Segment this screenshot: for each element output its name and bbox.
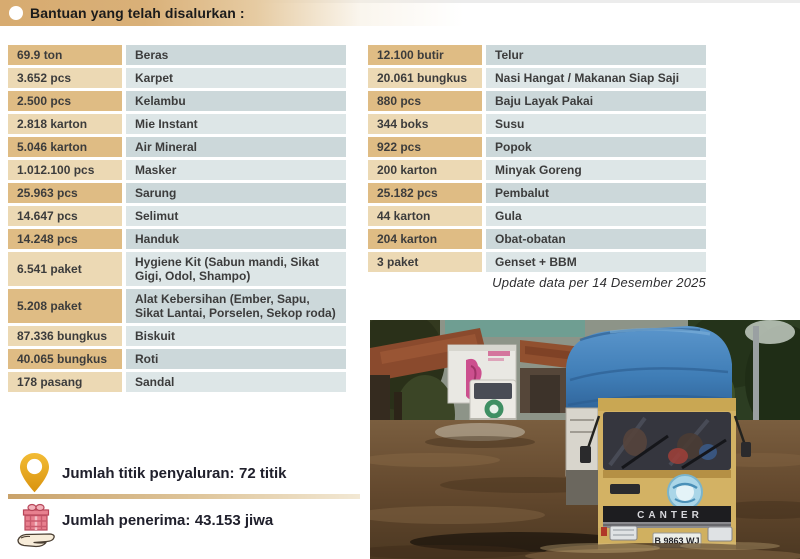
table-row: 5.046 karton Air Mineral	[8, 137, 346, 157]
table-row: 20.061 bungkus Nasi Hangat / Makanan Siap…	[368, 68, 706, 88]
item-cell: Gula	[486, 206, 706, 226]
quantity-cell: 20.061 bungkus	[368, 68, 482, 88]
quantity-cell: 2.500 pcs	[8, 91, 122, 111]
table-row: 200 karton Minyak Goreng	[368, 160, 706, 180]
distribution-points-value: 72 titik	[239, 465, 287, 482]
gradient-divider	[8, 494, 360, 499]
table-row: 2.818 karton Mie Instant	[8, 114, 346, 134]
table-row: 880 pcs Baju Layak Pakai	[368, 91, 706, 111]
table-row: 14.248 pcs Handuk	[8, 229, 346, 249]
recipients-summary: Jumlah penerima: 43.153 jiwa	[62, 512, 273, 530]
item-cell: Popok	[486, 137, 706, 157]
quantity-cell: 25.182 pcs	[368, 183, 482, 203]
table-row: 25.963 pcs Sarung	[8, 183, 346, 203]
quantity-cell: 44 karton	[368, 206, 482, 226]
table-row: 922 pcs Popok	[368, 137, 706, 157]
quantity-cell: 5.208 paket	[8, 289, 122, 323]
item-cell: Baju Layak Pakai	[486, 91, 706, 111]
item-cell: Telur	[486, 45, 706, 65]
item-cell: Roti	[126, 349, 346, 369]
distribution-points-summary: Jumlah titik penyaluran: 72 titik	[62, 465, 287, 483]
quantity-cell: 3 paket	[368, 252, 482, 272]
quantity-cell: 12.100 butir	[368, 45, 482, 65]
item-cell: Hygiene Kit (Sabun mandi, Sikat Gigi, Od…	[126, 252, 346, 286]
bullet-circle-icon	[9, 6, 23, 20]
table-row: 204 karton Obat-obatan	[368, 229, 706, 249]
table-row: 2.500 pcs Kelambu	[8, 91, 346, 111]
table-row: 40.065 bungkus Roti	[8, 349, 346, 369]
item-cell: Pembalut	[486, 183, 706, 203]
quantity-cell: 87.336 bungkus	[8, 326, 122, 346]
update-date-note: Update data per 14 Desember 2025	[492, 275, 706, 290]
quantity-cell: 14.647 pcs	[8, 206, 122, 226]
map-pin-icon	[19, 452, 50, 499]
quantity-cell: 14.248 pcs	[8, 229, 122, 249]
table-row: 6.541 paket Hygiene Kit (Sabun mandi, Sik…	[8, 252, 346, 286]
table-row: 44 karton Gula	[368, 206, 706, 226]
quantity-cell: 880 pcs	[368, 91, 482, 111]
table-row: 25.182 pcs Pembalut	[368, 183, 706, 203]
item-cell: Genset + BBM	[486, 252, 706, 272]
white-box-truck	[447, 344, 517, 423]
item-cell: Sarung	[126, 183, 346, 203]
item-cell: Masker	[126, 160, 346, 180]
quantity-cell: 1.012.100 pcs	[8, 160, 122, 180]
table-row: 3.652 pcs Karpet	[8, 68, 346, 88]
quantity-cell: 922 pcs	[368, 137, 482, 157]
flood-trucks-photo: CANTER B 9863 WJ	[370, 320, 800, 559]
item-cell: Beras	[126, 45, 346, 65]
item-cell: Kelambu	[126, 91, 346, 111]
item-cell: Air Mineral	[126, 137, 346, 157]
quantity-cell: 25.963 pcs	[8, 183, 122, 203]
item-cell: Minyak Goreng	[486, 160, 706, 180]
table-row: 69.9 ton Beras	[8, 45, 346, 65]
license-plate-text: B 9863 WJ	[654, 536, 699, 546]
table-row: 14.647 pcs Selimut	[8, 206, 346, 226]
item-cell: Mie Instant	[126, 114, 346, 134]
table-row: 12.100 butir Telur	[368, 45, 706, 65]
canter-truck: CANTER B 9863 WJ	[565, 326, 751, 550]
quantity-cell: 204 karton	[368, 229, 482, 249]
item-cell: Sandal	[126, 372, 346, 392]
header-bar: Bantuan yang telah disalurkan :	[0, 0, 800, 26]
table-row: 1.012.100 pcs Masker	[8, 160, 346, 180]
quantity-cell: 6.541 paket	[8, 252, 122, 286]
gift-in-hand-icon	[15, 502, 57, 555]
item-cell: Selimut	[126, 206, 346, 226]
recipients-label: Jumlah penerima:	[62, 512, 191, 529]
table-row: 5.208 paket Alat Kebersihan (Ember, Sapu,…	[8, 289, 346, 323]
recipients-value: 43.153 jiwa	[194, 512, 274, 529]
aid-table-left: 69.9 ton Beras 3.652 pcs Karpet 2.500 pcs Kel…	[8, 45, 346, 395]
table-row: 3 paket Genset + BBM	[368, 252, 706, 272]
table-row: 178 pasang Sandal	[8, 372, 346, 392]
item-cell: Karpet	[126, 68, 346, 88]
quantity-cell: 69.9 ton	[8, 45, 122, 65]
quantity-cell: 40.065 bungkus	[8, 349, 122, 369]
quantity-cell: 344 boks	[368, 114, 482, 134]
table-row: 344 boks Susu	[368, 114, 706, 134]
item-cell: Obat-obatan	[486, 229, 706, 249]
truck-brand-text: CANTER	[637, 510, 703, 521]
quantity-cell: 200 karton	[368, 160, 482, 180]
item-cell: Nasi Hangat / Makanan Siap Saji	[486, 68, 706, 88]
item-cell: Biskuit	[126, 326, 346, 346]
table-row: 87.336 bungkus Biskuit	[8, 326, 346, 346]
quantity-cell: 178 pasang	[8, 372, 122, 392]
aid-table-right: 12.100 butir Telur 20.061 bungkus Nasi Hang…	[368, 45, 706, 275]
quantity-cell: 3.652 pcs	[8, 68, 122, 88]
distribution-points-label: Jumlah titik penyaluran:	[62, 465, 235, 482]
item-cell: Alat Kebersihan (Ember, Sapu, Sikat Lant…	[126, 289, 346, 323]
item-cell: Handuk	[126, 229, 346, 249]
quantity-cell: 2.818 karton	[8, 114, 122, 134]
item-cell: Susu	[486, 114, 706, 134]
page-title: Bantuan yang telah disalurkan :	[30, 5, 245, 21]
quantity-cell: 5.046 karton	[8, 137, 122, 157]
